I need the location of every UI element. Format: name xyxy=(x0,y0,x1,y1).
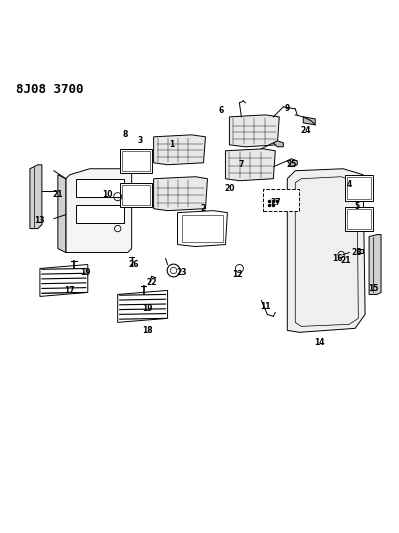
Text: 11: 11 xyxy=(260,302,271,311)
Text: 16: 16 xyxy=(332,254,342,263)
Text: 5: 5 xyxy=(355,202,359,211)
Text: 7: 7 xyxy=(239,160,244,169)
Polygon shape xyxy=(287,159,297,167)
Text: 3: 3 xyxy=(137,136,142,146)
Polygon shape xyxy=(58,175,66,253)
Text: 1: 1 xyxy=(169,140,174,149)
Text: 15: 15 xyxy=(368,284,378,293)
Text: 13: 13 xyxy=(35,216,45,225)
Text: 19: 19 xyxy=(142,304,153,313)
Polygon shape xyxy=(118,290,168,322)
Text: 19: 19 xyxy=(81,268,91,277)
Text: 20: 20 xyxy=(224,184,235,193)
Text: 28: 28 xyxy=(352,248,362,257)
Polygon shape xyxy=(229,115,279,147)
Text: 2: 2 xyxy=(201,204,206,213)
Polygon shape xyxy=(178,211,227,247)
Polygon shape xyxy=(66,169,132,253)
Text: 8J08 3700: 8J08 3700 xyxy=(16,83,83,96)
Polygon shape xyxy=(225,149,275,181)
Polygon shape xyxy=(287,169,365,333)
Polygon shape xyxy=(120,149,152,173)
Polygon shape xyxy=(303,117,315,125)
Polygon shape xyxy=(345,175,373,200)
Text: 27: 27 xyxy=(270,198,280,207)
Text: 17: 17 xyxy=(65,286,75,295)
Text: 21: 21 xyxy=(53,190,63,199)
Polygon shape xyxy=(76,179,124,197)
Text: 22: 22 xyxy=(146,278,157,287)
Text: 6: 6 xyxy=(219,107,224,115)
Text: 18: 18 xyxy=(142,326,153,335)
Polygon shape xyxy=(154,135,205,165)
Polygon shape xyxy=(154,177,207,211)
Polygon shape xyxy=(345,207,373,231)
Text: 8: 8 xyxy=(123,131,128,139)
Polygon shape xyxy=(120,183,152,207)
Polygon shape xyxy=(30,165,42,229)
Text: 12: 12 xyxy=(232,270,243,279)
Polygon shape xyxy=(357,248,363,253)
Text: 10: 10 xyxy=(103,190,113,199)
Text: 23: 23 xyxy=(176,268,187,277)
Text: 26: 26 xyxy=(128,260,139,269)
Polygon shape xyxy=(273,141,283,147)
Text: 21: 21 xyxy=(340,256,350,265)
Polygon shape xyxy=(40,264,88,296)
Text: 9: 9 xyxy=(284,104,290,114)
Polygon shape xyxy=(369,235,381,294)
Polygon shape xyxy=(76,205,124,223)
Text: 14: 14 xyxy=(314,338,324,347)
Text: 4: 4 xyxy=(346,180,352,189)
FancyBboxPatch shape xyxy=(263,189,299,211)
Text: 25: 25 xyxy=(286,160,296,169)
Text: 24: 24 xyxy=(300,126,310,135)
